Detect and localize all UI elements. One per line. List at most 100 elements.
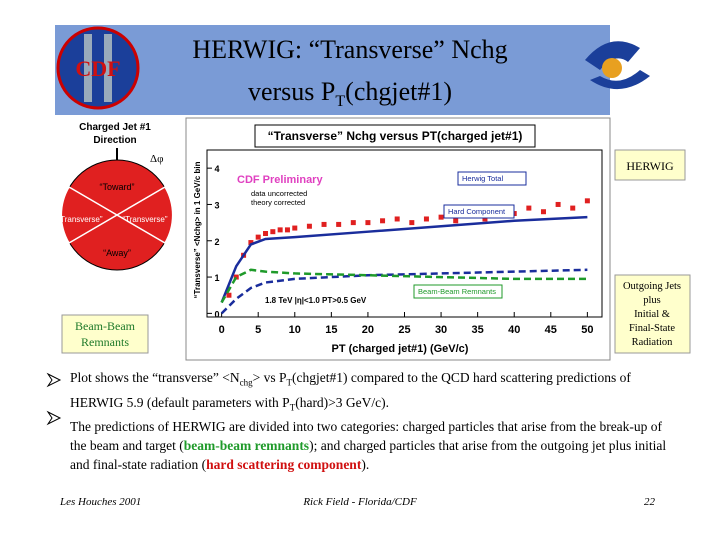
- x-tick-label: 45: [545, 324, 557, 336]
- series-line: [220, 268, 588, 304]
- bullet-text: ); and charged particles that arise from…: [70, 438, 667, 473]
- data-point: [570, 205, 576, 211]
- bullet-icon: [46, 372, 62, 388]
- bullet-text: (hard)>3 GeV/c).: [295, 394, 390, 410]
- callout-box: [614, 274, 691, 354]
- data-point: [248, 240, 254, 246]
- title-line1: HERWIG: “Transverse” Nchg: [192, 35, 507, 64]
- series-label-box: [443, 204, 515, 219]
- bullet-text: Plot shows the “transverse” <N: [70, 370, 240, 385]
- footer-page: 22: [644, 496, 656, 508]
- diagram-title: Charged Jet #1: [79, 122, 151, 133]
- callout-text: Final-State: [629, 323, 675, 334]
- data-point: [394, 216, 400, 222]
- x-tick-label: 40: [508, 324, 520, 336]
- footer-left: Les Houches 2001: [59, 496, 141, 508]
- diagram-title: Direction: [93, 135, 136, 146]
- footer-center: Rick Field - Florida/CDF: [302, 496, 417, 508]
- y-tick-label: 1: [214, 273, 219, 283]
- right-logo-dot: [602, 58, 622, 78]
- annotation: 1.8 TeV |η|<1.0 PT>0.5 GeV: [265, 296, 367, 305]
- annotation: theory corrected: [251, 198, 305, 207]
- callout-text: plus: [643, 295, 661, 306]
- series-line: [220, 215, 588, 303]
- bullet-text: > vs P: [252, 370, 287, 385]
- x-tick-label: 25: [398, 324, 410, 336]
- series-label: Hard Component: [448, 207, 506, 216]
- series-label: data uncorrected: [251, 189, 307, 198]
- y-tick-label: 3: [214, 200, 219, 210]
- bullet-highlight: beam-beam remnants: [183, 438, 310, 454]
- series-line: [220, 268, 588, 315]
- bullet: The predictions of HERWIG are divided in…: [70, 417, 670, 474]
- bullet: Plot shows the “transverse” <Nchg> vs P T…: [70, 368, 670, 417]
- data-point: [526, 205, 532, 211]
- callout-text: HERWIG: [626, 159, 674, 173]
- data-point: [284, 227, 290, 233]
- data-point: [438, 214, 444, 220]
- callout-box: [61, 314, 149, 354]
- data-point: [226, 292, 232, 298]
- bullet-sub: T: [289, 402, 296, 413]
- data-point: [321, 221, 327, 227]
- data-point: [277, 227, 283, 233]
- data-point: [584, 198, 590, 204]
- logo-bar: [104, 34, 112, 102]
- x-tick-label: 10: [289, 324, 301, 336]
- bullet-icons: [46, 372, 62, 426]
- callout-text: Initial &: [634, 309, 670, 320]
- x-tick-label: 30: [435, 324, 447, 336]
- x-tick-label: 50: [581, 324, 593, 336]
- transverse-label: “Transverse”: [57, 215, 102, 224]
- delta-phi: Δφ: [150, 153, 163, 165]
- bullet-text: The predictions of HERWIG are divided in…: [70, 419, 663, 454]
- transverse-label: “Transverse”: [122, 215, 167, 224]
- title-part: versus P: [248, 77, 335, 106]
- away-label: “Away”: [103, 248, 131, 258]
- data-point: [255, 234, 261, 240]
- bullet-text: (chgjet#1) compared to the QCD hard scat…: [70, 370, 631, 410]
- x-tick-label: 20: [362, 324, 374, 336]
- callout-text: Remnants: [81, 335, 129, 349]
- data-point: [555, 201, 561, 207]
- chart-title: “Transverse” Nchg versus PT(charged jet#…: [268, 129, 523, 143]
- series-label: Beam-Beam Remnants: [418, 287, 496, 296]
- x-axis-label: PT (charged jet#1) (GeV/c): [332, 343, 469, 355]
- series-label-box: [457, 171, 527, 186]
- y-tick-label: 0: [214, 309, 219, 319]
- logo-bar: [84, 34, 92, 102]
- callout-text: Outgoing Jets: [623, 281, 681, 292]
- data-point: [365, 220, 371, 226]
- data-point: [409, 220, 415, 226]
- bullet-list: Plot shows the “transverse” <Nchg> vs P T…: [70, 368, 670, 474]
- data-point: [292, 225, 298, 231]
- callout-text: Radiation: [632, 337, 674, 348]
- sector-line: [68, 186, 166, 244]
- annotation: CDF Preliminary: [237, 174, 323, 186]
- title-line2: versus PT(chgjet#1): [248, 77, 452, 110]
- bullet-icon: [46, 410, 62, 426]
- right-logo: [585, 41, 650, 90]
- y-axis-label: “Transverse” <Nchg> in 1 GeV/c bin: [193, 161, 202, 298]
- data-point: [270, 229, 276, 235]
- cdf-logo: [56, 26, 140, 110]
- x-tick-label: 5: [255, 324, 261, 336]
- y-tick-label: 4: [214, 164, 219, 174]
- chart: “Transverse” Nchg versus PT(charged jet#…: [185, 117, 611, 361]
- title-sub: T: [335, 93, 345, 110]
- callout-box: [614, 149, 686, 181]
- x-tick-label: 15: [325, 324, 337, 336]
- data-point: [233, 274, 239, 280]
- chart-title-box: [254, 124, 536, 148]
- title-banner: [55, 25, 610, 115]
- data-point: [350, 220, 356, 226]
- callout-text: Beam-Beam: [75, 319, 136, 333]
- data-point: [306, 223, 312, 229]
- data-point: [263, 231, 269, 236]
- bullet-sub: chg: [239, 377, 253, 388]
- title-part: (chgjet#1): [345, 77, 452, 106]
- y-tick-label: 2: [214, 237, 219, 247]
- data-point: [540, 209, 546, 215]
